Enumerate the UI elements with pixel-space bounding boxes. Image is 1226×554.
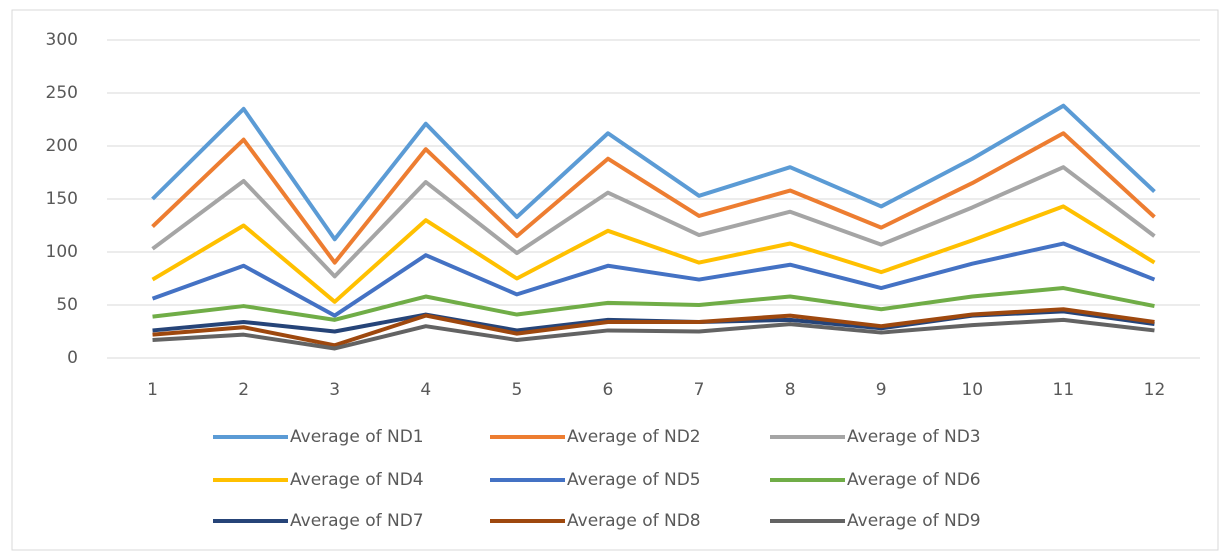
legend-label: Average of ND9: [847, 511, 981, 531]
series-line: [152, 307, 1155, 348]
x-tick-label: 1: [147, 380, 158, 400]
y-tick-label: 50: [56, 295, 78, 315]
y-tick-label: 300: [46, 30, 78, 50]
legend-label: Average of ND7: [290, 511, 424, 531]
series-line: [151, 165, 1156, 279]
y-tick-label: 200: [46, 136, 78, 156]
series-line: [152, 317, 1155, 351]
y-tick-label: 0: [67, 348, 78, 368]
legend-label: Average of ND3: [847, 427, 981, 447]
legend-label: Average of ND5: [567, 470, 701, 490]
legend-label: Average of ND4: [290, 470, 424, 490]
series-line: [151, 131, 1156, 265]
legend-label: Average of ND2: [567, 427, 701, 447]
legend-label: Average of ND1: [290, 427, 424, 447]
chart-border: [11, 9, 1219, 551]
x-tick-label: 11: [1053, 380, 1075, 400]
series-line: [151, 204, 1156, 304]
legend-label: Average of ND6: [847, 470, 981, 490]
legend-label: Average of ND8: [567, 511, 701, 531]
x-tick-label: 3: [329, 380, 340, 400]
series-line: [151, 241, 1156, 318]
x-tick-label: 2: [238, 380, 249, 400]
x-tick-label: 7: [694, 380, 705, 400]
x-tick-label: 9: [876, 380, 887, 400]
series-line: [152, 286, 1155, 322]
x-tick-label: 10: [961, 380, 983, 400]
x-tick-label: 12: [1144, 380, 1166, 400]
y-tick-label: 250: [46, 83, 78, 103]
series-line: [151, 103, 1156, 242]
x-tick-label: 6: [603, 380, 614, 400]
x-tick-label: 8: [785, 380, 796, 400]
y-tick-label: 100: [46, 242, 78, 262]
x-tick-label: 5: [511, 380, 522, 400]
x-tick-label: 4: [420, 380, 431, 400]
y-tick-label: 150: [46, 189, 78, 209]
